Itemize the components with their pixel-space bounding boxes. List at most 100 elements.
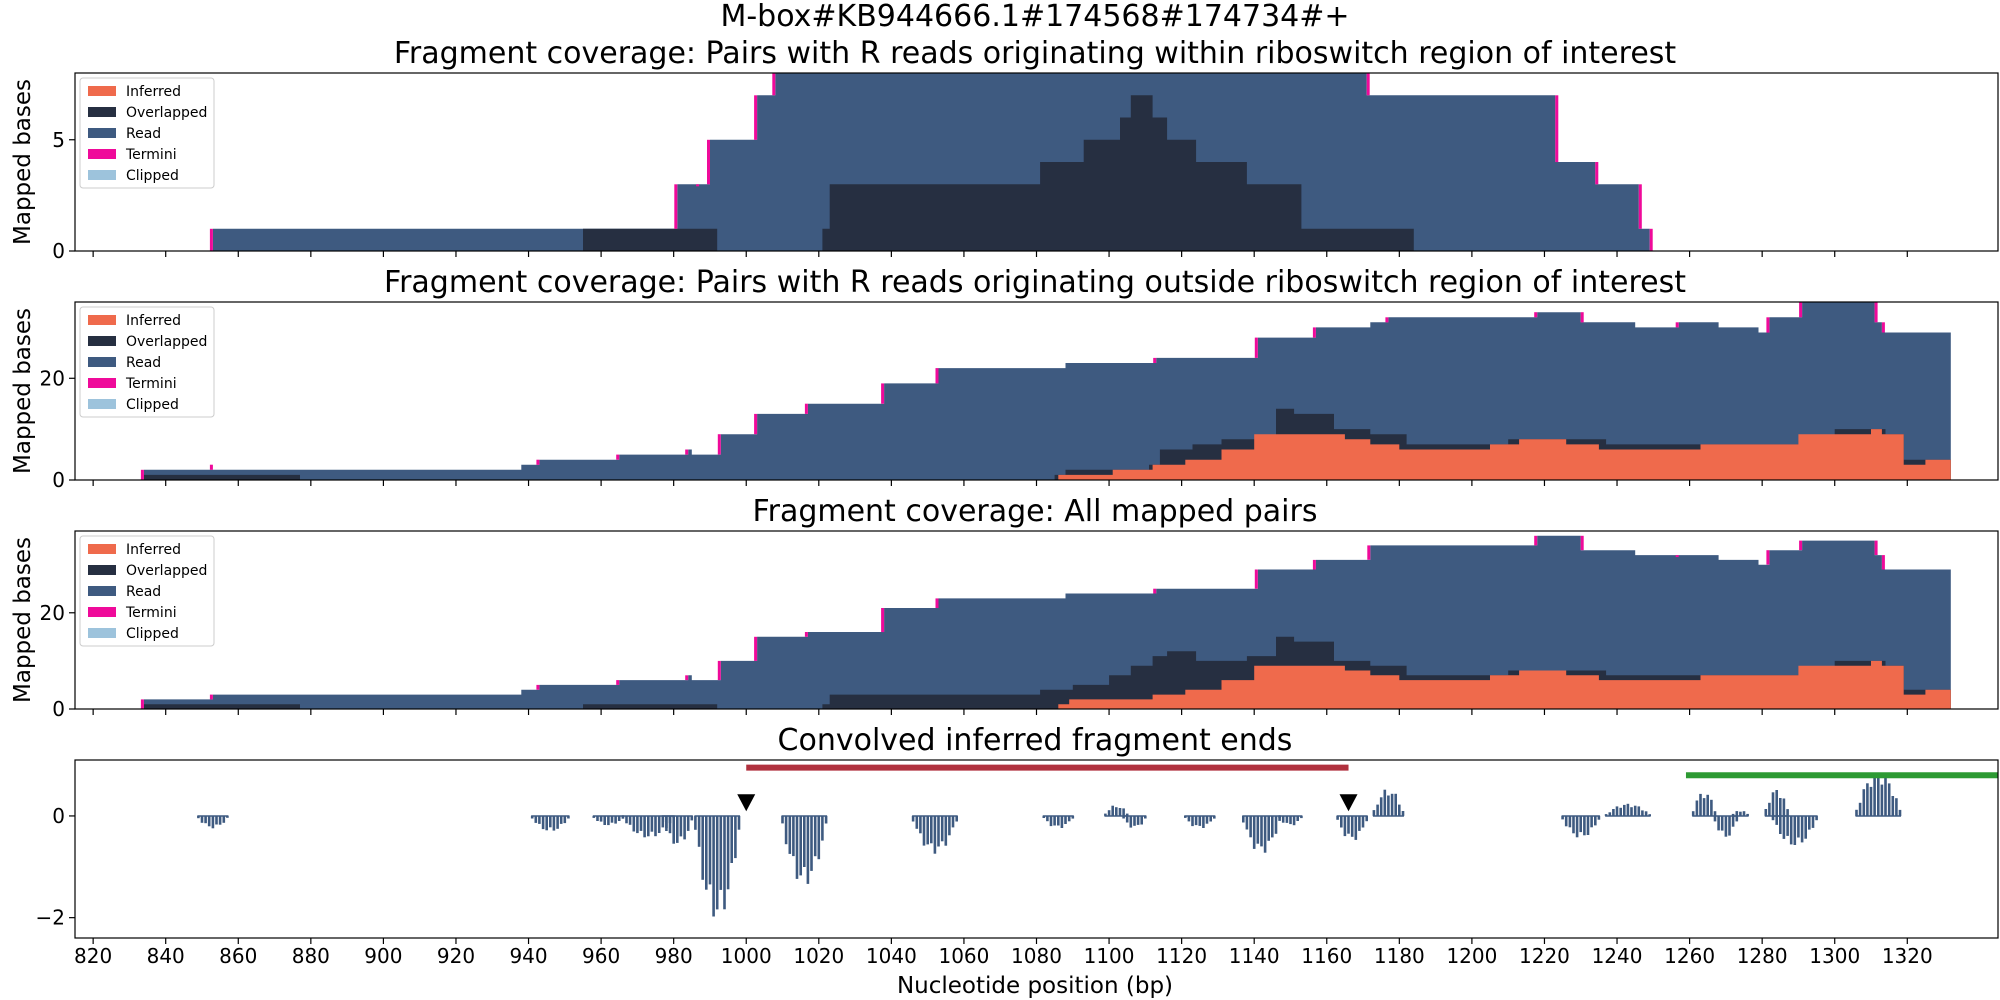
signal-bar: [1811, 815, 1815, 828]
signal-bar: [1626, 803, 1630, 816]
x-tick-label: 1320: [1882, 944, 1933, 968]
legend-label-termini: Termini: [125, 376, 177, 392]
signal-bar: [1184, 815, 1187, 818]
panel-2-title: Fragment coverage: Pairs with R reads or…: [384, 265, 1686, 300]
termini-mark: [1580, 535, 1584, 551]
signal-bar: [603, 815, 606, 825]
signal-bar: [650, 815, 654, 832]
legend-label-inferred: Inferred: [126, 313, 181, 329]
signal-bar: [930, 815, 933, 844]
signal-bar: [1564, 815, 1568, 827]
panel-2-y-axis-label: Mapped bases: [10, 308, 36, 474]
legend-swatch-termini: [88, 607, 116, 617]
legend-box: [79, 535, 215, 647]
signal-bar: [1702, 798, 1706, 816]
panel-4-plot-area: [197, 764, 1998, 917]
termini-mark: [1881, 555, 1885, 570]
signal-bar: [734, 815, 737, 859]
legend-label-overlapped: Overlapped: [126, 105, 207, 121]
signal-bar: [940, 815, 944, 842]
signal-bar: [1057, 815, 1060, 826]
y-tick-label: 0: [52, 239, 65, 263]
panels: Fragment coverage: Pairs with R reads or…: [10, 36, 1999, 944]
signal-bar: [218, 815, 222, 825]
panel-4-title: Convolved inferred fragment ends: [778, 723, 1293, 758]
signal-bar: [1111, 805, 1114, 816]
signal-bar: [211, 815, 215, 829]
signal-bar: [799, 815, 802, 876]
series-inferred-area: [1058, 429, 1951, 480]
signal-bar: [1340, 815, 1343, 828]
signal-bar: [726, 815, 730, 890]
signal-bar: [1720, 815, 1724, 831]
termini-mark: [1799, 540, 1803, 551]
signal-bar: [911, 815, 915, 822]
signal-bar: [567, 815, 570, 819]
signal-bar: [1789, 815, 1793, 845]
signal-bar: [1202, 815, 1205, 828]
x-tick-label: 940: [509, 944, 547, 968]
series-overlapped-area: [583, 95, 1414, 251]
signal-bar: [690, 815, 694, 821]
signal-bar: [1575, 815, 1579, 838]
signal-bar: [1394, 793, 1397, 816]
termini-mark: [717, 434, 721, 455]
signal-bar: [1869, 786, 1873, 816]
signal-bar: [200, 815, 204, 823]
panel-2: Fragment coverage: Pairs with R reads or…: [10, 265, 1999, 492]
termini-mark: [209, 694, 213, 700]
signal-bar: [697, 815, 701, 847]
signal-bar: [1271, 815, 1274, 838]
signal-bar: [1115, 807, 1118, 816]
termini-mark: [1254, 569, 1258, 589]
signal-bar: [1597, 815, 1601, 820]
termini-mark: [1366, 73, 1370, 96]
signal-bar: [530, 815, 534, 819]
signal-bar: [1858, 802, 1862, 816]
signal-bar: [1568, 815, 1572, 828]
signal-bar: [1347, 815, 1350, 834]
signal-bar: [1343, 815, 1347, 837]
termini-mark: [1534, 312, 1538, 318]
termini-mark: [209, 228, 213, 251]
signal-bar: [1125, 815, 1129, 823]
signal-bar: [1350, 815, 1354, 837]
signal-bar: [915, 815, 919, 829]
signal-bar: [1205, 815, 1209, 824]
legend-swatch-inferred: [88, 315, 116, 325]
signal-bar: [1561, 815, 1564, 820]
x-tick-label: 1120: [1156, 944, 1207, 968]
signal-bar: [552, 815, 556, 831]
signal-bar: [1735, 811, 1739, 816]
signal-bar: [628, 815, 632, 825]
signal-bar: [1804, 815, 1807, 839]
signal-bar: [1866, 783, 1869, 816]
signal-bar: [922, 815, 926, 846]
x-tick-label: 860: [219, 944, 257, 968]
legend-swatch-clipped: [88, 628, 116, 638]
signal-bar: [1046, 815, 1049, 822]
signal-bar: [207, 815, 211, 827]
legend-label-overlapped: Overlapped: [126, 563, 207, 579]
signal-bar: [538, 815, 541, 824]
signal-bar: [1300, 815, 1303, 819]
legend-swatch-read: [88, 357, 116, 367]
signal-bar: [1122, 815, 1125, 819]
signal-bar: [1771, 815, 1775, 821]
signal-bar: [1877, 774, 1880, 816]
signal-bar: [1604, 814, 1608, 816]
signal-bar: [1401, 811, 1405, 816]
signal-bar: [1289, 815, 1292, 825]
signal-bar: [639, 815, 643, 831]
signal-bar: [592, 815, 596, 818]
signal-bar: [1779, 815, 1782, 834]
x-tick-label: 1200: [1446, 944, 1497, 968]
signal-bar: [1376, 804, 1379, 816]
legend-label-read: Read: [126, 355, 161, 371]
region-bar-2: [1685, 772, 1998, 779]
legend-swatch-termini: [88, 149, 116, 159]
signal-bar: [1129, 815, 1133, 828]
signal-bar: [1278, 815, 1281, 821]
signal-bar: [1198, 815, 1202, 826]
x-tick-label: 1000: [721, 944, 772, 968]
